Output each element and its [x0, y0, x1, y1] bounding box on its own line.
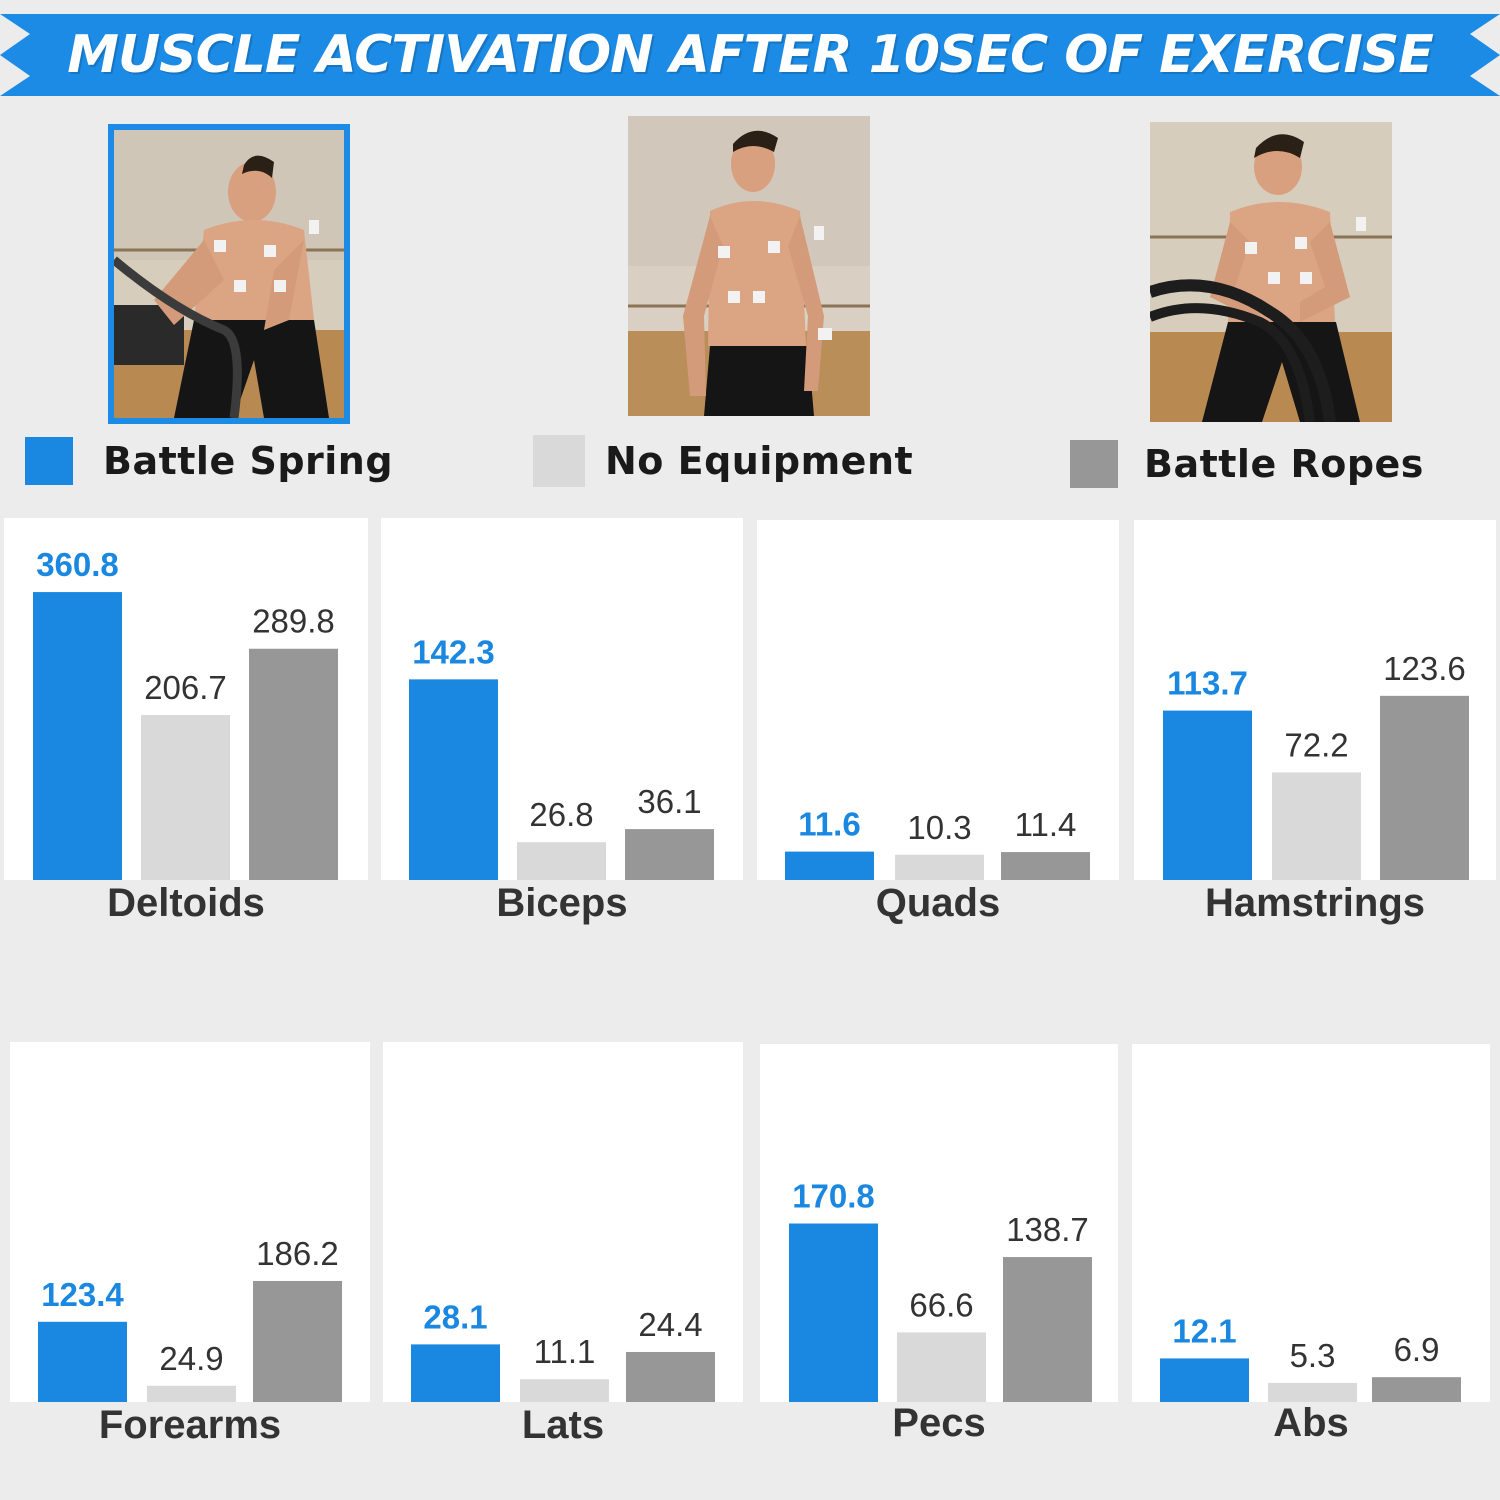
bar-hamstrings-battle-ropes: [1380, 695, 1469, 880]
chart-svg-forearms: 123.4 24.9 186.2: [38, 1235, 342, 1402]
legend-item-battle-ropes: Battle Ropes: [1070, 440, 1424, 488]
bar-hamstrings-no-equipment: [1272, 772, 1361, 880]
bar-pecs-battle-spring: [789, 1223, 878, 1402]
bar-abs-battle-ropes: [1372, 1377, 1461, 1402]
battle-spring-photo: [108, 124, 350, 424]
value-label-biceps-battle-spring: 142.3: [412, 633, 495, 670]
legend-item-no-equipment: No Equipment: [533, 435, 913, 487]
value-label-deltoids-no-equipment: 206.7: [144, 669, 227, 706]
bar-hamstrings-battle-spring: [1163, 710, 1252, 880]
category-label-deltoids: Deltoids: [107, 881, 265, 925]
bar-deltoids-no-equipment: [141, 715, 230, 880]
value-label-lats-battle-ropes: 24.4: [638, 1306, 702, 1343]
legend-label-battle-ropes: Battle Ropes: [1144, 442, 1424, 486]
bar-pecs-no-equipment: [897, 1332, 986, 1402]
category-label-hamstrings: Hamstrings: [1204, 881, 1426, 925]
value-label-quads-no-equipment: 10.3: [907, 809, 971, 846]
bar-abs-battle-spring: [1160, 1358, 1249, 1402]
chart-svg-pecs: 170.8 66.6 138.7: [789, 1178, 1092, 1402]
chart-svg-lats: 28.1 11.1 24.4: [411, 1298, 715, 1402]
chart-svg-deltoids: 360.8 206.7 289.8: [33, 546, 338, 880]
page-title: MUSCLE ACTIVATION AFTER 10SEC OF EXERCIS…: [67, 25, 1434, 85]
legend-item-battle-spring: Battle Spring: [25, 437, 393, 485]
bar-lats-no-equipment: [520, 1379, 609, 1402]
bar-quads-no-equipment: [895, 854, 984, 880]
category-label-lats: Lats: [521, 1403, 605, 1447]
value-label-lats-no-equipment: 11.1: [534, 1333, 596, 1370]
bar-lats-battle-spring: [411, 1344, 500, 1402]
bar-quads-battle-spring: [785, 851, 874, 880]
bar-biceps-no-equipment: [517, 842, 606, 880]
bar-deltoids-battle-spring: [33, 592, 122, 880]
value-label-hamstrings-no-equipment: 72.2: [1284, 726, 1348, 763]
value-label-pecs-battle-spring: 170.8: [792, 1178, 875, 1215]
bar-lats-battle-ropes: [626, 1351, 715, 1402]
category-label-pecs: Pecs: [892, 1401, 986, 1445]
chart-panel-abs: 12.1 5.3 6.9: [1132, 1044, 1490, 1402]
value-label-quads-battle-ropes: 11.4: [1015, 806, 1077, 843]
chart-panel-hamstrings: 113.7 72.2 123.6: [1134, 520, 1496, 880]
value-label-hamstrings-battle-ropes: 123.6: [1383, 650, 1466, 687]
category-label-biceps: Biceps: [496, 881, 628, 925]
category-label-quads: Quads: [875, 881, 1001, 925]
bar-deltoids-battle-ropes: [249, 648, 338, 880]
value-label-deltoids-battle-spring: 360.8: [36, 546, 119, 583]
legend-label-battle-spring: Battle Spring: [103, 439, 394, 483]
value-label-quads-battle-spring: 11.6: [798, 806, 860, 843]
chart-panel-pecs: 170.8 66.6 138.7: [760, 1044, 1118, 1402]
bar-forearms-no-equipment: [147, 1385, 236, 1402]
chart-svg-abs: 12.1 5.3 6.9: [1160, 1312, 1461, 1402]
bar-pecs-battle-ropes: [1003, 1257, 1092, 1402]
chart-svg-quads: 11.6 10.3 11.4: [785, 806, 1090, 880]
chart-panel-deltoids: 360.8 206.7 289.8: [4, 518, 368, 880]
chart-svg-hamstrings: 113.7 72.2 123.6: [1163, 650, 1469, 880]
bar-forearms-battle-ropes: [253, 1280, 342, 1402]
value-label-pecs-no-equipment: 66.6: [909, 1286, 973, 1323]
no-equipment-photo: [628, 116, 870, 416]
chart-panel-forearms: 123.4 24.9 186.2: [10, 1042, 370, 1402]
value-label-forearms-battle-spring: 123.4: [41, 1276, 124, 1313]
value-label-abs-no-equipment: 5.3: [1290, 1337, 1336, 1374]
bar-forearms-battle-spring: [38, 1321, 127, 1402]
category-label-forearms: Forearms: [98, 1403, 282, 1447]
chart-panel-biceps: 142.3 26.8 36.1: [381, 518, 743, 880]
value-label-forearms-no-equipment: 24.9: [159, 1340, 223, 1377]
value-label-abs-battle-spring: 12.1: [1172, 1312, 1236, 1349]
category-label-abs: Abs: [1273, 1401, 1349, 1445]
bar-biceps-battle-spring: [409, 679, 498, 880]
value-label-biceps-battle-ropes: 36.1: [637, 783, 701, 820]
bar-abs-no-equipment: [1268, 1382, 1357, 1402]
legend-label-no-equipment: No Equipment: [605, 439, 914, 483]
value-label-forearms-battle-ropes: 186.2: [256, 1235, 339, 1272]
value-label-deltoids-battle-ropes: 289.8: [252, 603, 335, 640]
chart-panel-lats: 28.1 11.1 24.4: [383, 1042, 743, 1402]
chart-svg-biceps: 142.3 26.8 36.1: [409, 633, 714, 880]
value-label-biceps-no-equipment: 26.8: [529, 796, 593, 833]
bar-quads-battle-ropes: [1001, 852, 1090, 880]
banner-ribbon-shape: [0, 14, 1500, 96]
battle-ropes-photo: [1150, 122, 1392, 422]
chart-panel-quads: 11.6 10.3 11.4: [757, 520, 1119, 880]
legend-swatch-no-equipment: [533, 435, 585, 487]
value-label-hamstrings-battle-spring: 113.7: [1167, 665, 1248, 702]
value-label-pecs-battle-ropes: 138.7: [1006, 1211, 1089, 1248]
legend-swatch-battle-spring: [25, 437, 73, 485]
value-label-abs-battle-ropes: 6.9: [1394, 1331, 1440, 1368]
value-label-lats-battle-spring: 28.1: [423, 1298, 487, 1335]
title-banner: MUSCLE ACTIVATION AFTER 10SEC OF EXERCIS…: [0, 14, 1500, 96]
legend-swatch-battle-ropes: [1070, 440, 1118, 488]
bar-biceps-battle-ropes: [625, 829, 714, 880]
